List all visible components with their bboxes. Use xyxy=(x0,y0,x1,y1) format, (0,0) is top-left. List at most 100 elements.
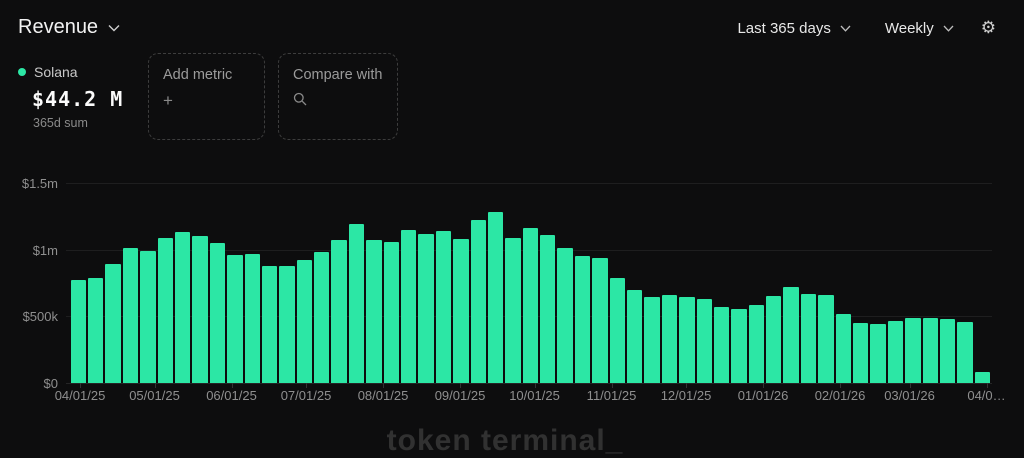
search-icon xyxy=(293,92,383,109)
metric-selector[interactable]: Revenue xyxy=(18,16,120,39)
revenue-bar[interactable] xyxy=(314,252,330,383)
series-name: Solana xyxy=(34,64,78,80)
y-axis-tick-label: $0 xyxy=(43,376,58,391)
revenue-bar[interactable] xyxy=(627,289,643,383)
series-total-value: $44.2 M xyxy=(32,87,124,111)
x-axis-tick xyxy=(80,383,81,388)
revenue-bar[interactable] xyxy=(870,324,886,383)
revenue-bar[interactable] xyxy=(939,319,956,383)
x-axis-tick-label: 07/01/25 xyxy=(280,388,332,403)
revenue-bar[interactable] xyxy=(766,296,782,383)
revenue-bar[interactable] xyxy=(192,236,208,383)
revenue-bar[interactable] xyxy=(800,293,817,383)
x-axis-tick xyxy=(986,383,988,388)
revenue-bar[interactable] xyxy=(644,297,660,383)
y-axis-tick-label: $500k xyxy=(22,309,58,325)
revenue-bar[interactable] xyxy=(835,313,852,383)
revenue-bar[interactable] xyxy=(905,318,921,383)
revenue-bar[interactable] xyxy=(974,372,991,383)
compare-with-button[interactable]: Compare with xyxy=(278,53,398,140)
revenue-bar[interactable] xyxy=(261,266,278,383)
add-metric-button[interactable]: Add metric + xyxy=(148,53,265,140)
settings-gear-icon[interactable]: ⚙ xyxy=(980,18,996,38)
revenue-bar[interactable] xyxy=(522,228,539,383)
revenue-bar[interactable] xyxy=(696,299,712,383)
revenue-bar[interactable] xyxy=(487,212,504,383)
revenue-bar[interactable] xyxy=(279,265,295,383)
revenue-bar[interactable] xyxy=(922,317,938,383)
x-axis-tick xyxy=(534,383,536,388)
x-axis-tick-label: 01/01/26 xyxy=(737,388,789,403)
revenue-bar-chart: token terminal_ $0 $500k $1m $1.5m 04/01/25 0… xyxy=(0,160,1024,457)
series-color-dot xyxy=(18,68,26,76)
revenue-bar[interactable] xyxy=(383,241,400,383)
revenue-bar[interactable] xyxy=(679,297,695,383)
x-axis-tick xyxy=(154,383,156,388)
revenue-bar[interactable] xyxy=(540,235,556,383)
x-axis-tick-label: 10/01/25 xyxy=(509,388,560,403)
x-axis-tick xyxy=(460,383,461,388)
x-axis-tick-label: 12/01/25 xyxy=(660,388,712,403)
revenue-bar[interactable] xyxy=(401,229,417,383)
interval-dropdown[interactable]: Weekly xyxy=(885,20,954,37)
y-axis-tick-label: $1.5m xyxy=(21,176,58,191)
revenue-bar[interactable] xyxy=(140,251,156,383)
revenue-bar[interactable] xyxy=(122,248,139,383)
revenue-bar[interactable] xyxy=(661,295,678,383)
date-range-label: Last 365 days xyxy=(737,20,831,37)
revenue-bar[interactable] xyxy=(557,248,573,383)
x-axis-tick xyxy=(231,383,233,388)
chevron-down-icon xyxy=(108,24,120,32)
series-total-caption: 365d sum xyxy=(33,116,88,130)
x-axis-tick-label: 08/01/25 xyxy=(357,388,409,403)
x-axis-tick xyxy=(909,383,911,388)
x-axis-tick xyxy=(306,383,307,388)
x-axis-tick xyxy=(686,383,687,388)
revenue-bar[interactable] xyxy=(592,257,608,383)
revenue-bar[interactable] xyxy=(731,309,747,383)
x-axis-tick-label: 11/01/25 xyxy=(586,388,637,403)
revenue-bar[interactable] xyxy=(818,295,834,383)
x-axis-tick-label: 03/01/26 xyxy=(884,388,935,403)
revenue-bar[interactable] xyxy=(227,255,243,383)
revenue-bar[interactable] xyxy=(505,237,521,383)
plot-area xyxy=(66,160,992,383)
revenue-bar[interactable] xyxy=(175,232,191,383)
revenue-bar[interactable] xyxy=(296,259,313,383)
revenue-bar[interactable] xyxy=(366,240,382,383)
x-axis-tick xyxy=(763,383,764,388)
x-axis-tick-label: 09/01/25 xyxy=(434,388,486,403)
revenue-bar[interactable] xyxy=(713,307,730,383)
revenue-bar[interactable] xyxy=(783,287,799,383)
compare-with-label: Compare with xyxy=(293,67,383,83)
revenue-bar[interactable] xyxy=(157,237,174,383)
revenue-bar[interactable] xyxy=(88,277,104,383)
x-axis-tick-label: 04/0… xyxy=(967,388,1006,403)
x-axis-tick xyxy=(840,383,841,388)
revenue-bar[interactable] xyxy=(435,231,452,383)
plus-icon: + xyxy=(163,91,173,110)
x-axis-tick-label: 04/01/25 xyxy=(54,388,106,403)
revenue-bar[interactable] xyxy=(609,277,626,383)
revenue-bar[interactable] xyxy=(105,264,121,383)
revenue-bar[interactable] xyxy=(418,233,434,383)
revenue-bar[interactable] xyxy=(70,279,87,383)
revenue-bar[interactable] xyxy=(331,240,347,383)
revenue-bar[interactable] xyxy=(887,321,904,383)
revenue-bar[interactable] xyxy=(470,220,486,383)
add-metric-label: Add metric xyxy=(163,67,233,83)
revenue-bar[interactable] xyxy=(748,304,765,383)
date-range-dropdown[interactable]: Last 365 days xyxy=(737,20,851,37)
gridline-1.5m xyxy=(66,183,992,184)
x-axis-tick xyxy=(383,383,384,388)
revenue-bar[interactable] xyxy=(574,255,591,383)
revenue-bar[interactable] xyxy=(853,323,869,383)
revenue-bar[interactable] xyxy=(348,224,365,383)
revenue-bar[interactable] xyxy=(244,253,260,383)
revenue-bar[interactable] xyxy=(957,322,973,383)
revenue-bar[interactable] xyxy=(209,243,226,383)
token-terminal-watermark: token terminal_ xyxy=(386,424,624,457)
interval-label: Weekly xyxy=(884,20,934,37)
revenue-bar[interactable] xyxy=(453,239,469,383)
x-axis-tick-label: 06/01/25 xyxy=(206,388,257,403)
